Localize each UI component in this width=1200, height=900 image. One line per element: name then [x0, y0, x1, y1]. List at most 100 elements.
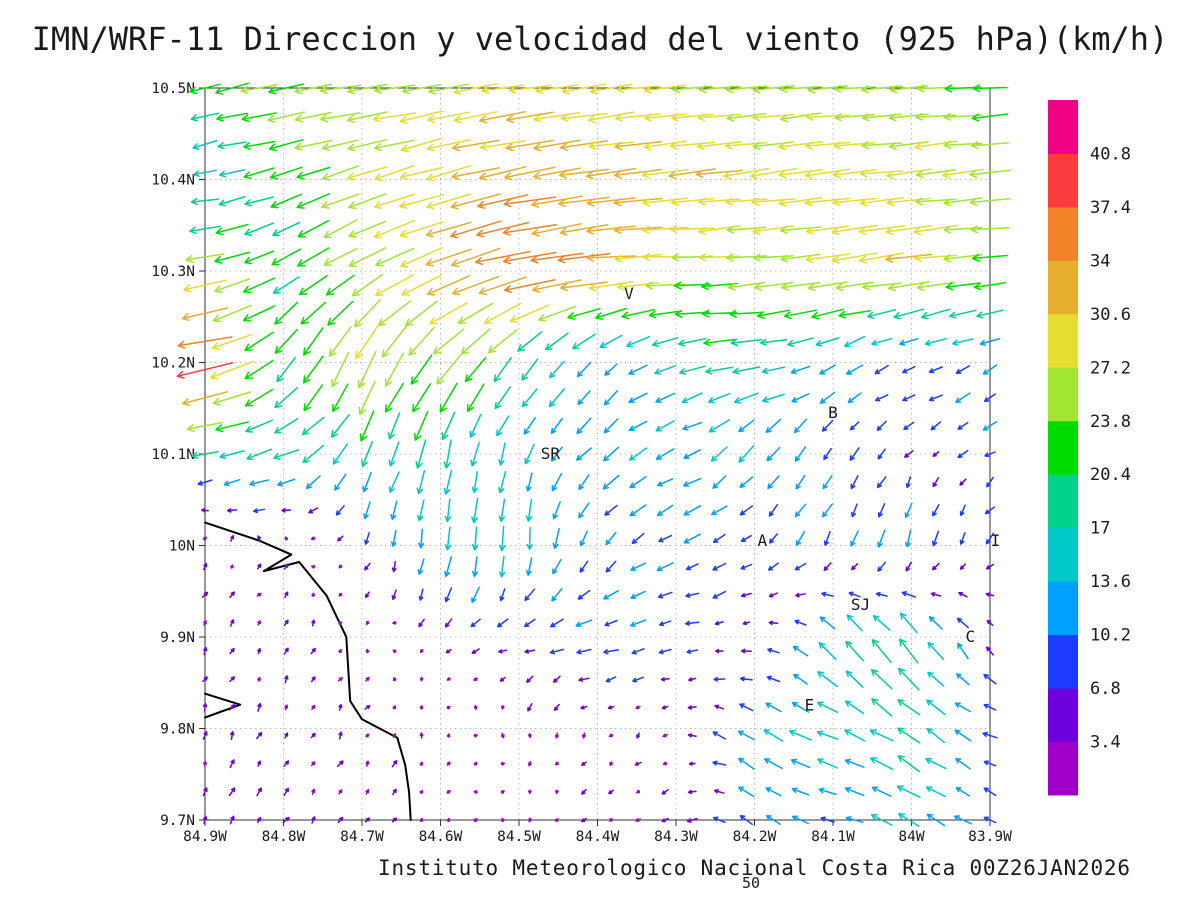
wind-arrow	[308, 507, 319, 514]
wind-arrow	[779, 84, 822, 93]
wind-arrow	[267, 111, 306, 123]
wind-arrow	[460, 328, 491, 355]
wind-arrow	[778, 140, 823, 151]
wind-arrow	[219, 169, 246, 178]
wind-arrow	[526, 675, 534, 683]
y-axis-tick-label: 10.3N	[151, 264, 195, 280]
wind-arrow	[203, 815, 208, 825]
wind-arrow	[728, 309, 764, 318]
wind-arrow	[410, 354, 433, 385]
wind-arrow	[658, 620, 672, 627]
wind-arrow	[850, 475, 859, 490]
wind-arrow	[330, 413, 350, 438]
wind-arrow	[303, 384, 324, 412]
wind-arrow	[956, 617, 969, 629]
wind-arrow	[499, 588, 506, 602]
wind-arrow	[943, 225, 983, 234]
wind-arrow	[249, 479, 270, 487]
wind-arrow	[381, 325, 408, 358]
wind-arrow	[972, 84, 1008, 93]
wind-arrow	[503, 279, 556, 294]
wind-arrow	[752, 113, 795, 122]
caption: Instituto Meteorologico Nacional Costa R…	[378, 856, 1131, 880]
wind-arrow	[832, 169, 877, 179]
wind-arrow	[932, 504, 940, 517]
wind-arrow	[904, 450, 914, 458]
colorbar-segment	[1048, 313, 1078, 368]
wind-arrow	[469, 413, 482, 438]
wind-arrow	[554, 732, 559, 739]
wind-arrow	[560, 281, 608, 292]
wind-arrow	[955, 786, 971, 797]
wind-arrow	[669, 141, 715, 150]
wind-arrow	[925, 786, 946, 798]
wind-arrow	[822, 475, 833, 490]
wind-arrow	[525, 472, 533, 492]
wind-arrow	[327, 300, 354, 326]
wind-arrow	[242, 305, 276, 322]
wind-arrow	[817, 671, 839, 688]
wind-arrow	[257, 647, 262, 655]
wind-arrow	[953, 815, 972, 825]
wind-arrow	[190, 112, 220, 122]
wind-arrow	[844, 758, 865, 768]
wind-arrow	[657, 591, 673, 599]
wind-arrow	[790, 758, 811, 769]
wind-arrow	[850, 530, 859, 547]
wind-arrow	[392, 788, 397, 796]
wind-arrow	[887, 280, 930, 292]
wind-arrow	[365, 591, 370, 599]
x-axis-tick-label: 84.9W	[183, 829, 227, 845]
wind-arrow	[643, 113, 687, 122]
station-label: C	[966, 627, 976, 646]
wind-arrow	[614, 141, 662, 151]
wind-arrow	[294, 83, 333, 95]
wind-arrow	[305, 475, 321, 490]
wind-arrow	[621, 308, 655, 320]
wind-arrow	[319, 84, 362, 94]
wind-arrow	[986, 619, 994, 626]
wind-arrow	[603, 648, 620, 655]
wind-arrow	[415, 439, 427, 469]
wind-arrow	[561, 83, 607, 95]
wind-arrow	[898, 812, 920, 828]
wind-arrow	[957, 642, 969, 660]
wind-arrow	[256, 592, 262, 597]
wind-arrow	[983, 760, 997, 767]
wind-arrow	[952, 338, 974, 346]
wind-arrow	[476, 221, 530, 238]
wind-arrow	[501, 817, 505, 823]
wind-arrow	[658, 534, 673, 543]
wind-arrow	[419, 676, 424, 682]
wind-arrow	[453, 111, 498, 124]
wind-arrow	[202, 563, 208, 571]
wind-arrow	[353, 299, 381, 328]
wind-arrow	[296, 193, 331, 209]
wind-arrow	[392, 649, 397, 654]
wind-arrow	[790, 365, 811, 375]
wind-arrow	[337, 535, 344, 542]
wind-arrow	[189, 83, 221, 95]
wind-arrow	[487, 329, 518, 354]
wind-arrow	[893, 308, 925, 320]
wind-arrow	[698, 197, 741, 206]
wind-arrow	[357, 350, 377, 389]
coastline-layer	[204, 521, 412, 821]
wind-arrow	[608, 789, 614, 795]
wind-arrow	[189, 225, 221, 235]
wind-arrow	[425, 221, 472, 238]
wind-arrow	[876, 420, 887, 431]
wind-arrow	[214, 251, 250, 264]
wind-arrow	[426, 165, 472, 182]
wind-arrow	[230, 731, 235, 741]
wind-arrow	[985, 563, 995, 570]
colorbar-tick-label: 40.8	[1090, 144, 1131, 164]
wind-arrow	[500, 790, 505, 794]
wind-arrow	[859, 252, 905, 264]
wind-arrow	[473, 704, 478, 710]
wind-arrow	[473, 761, 478, 766]
wind-arrow	[819, 616, 836, 630]
wind-arrow	[181, 307, 229, 322]
colorbar-segment	[1048, 688, 1078, 743]
axes-layer: 84.9W 84.8W 84.7W 84.6W 84.5W 84.4W 84.3W 84.2W…	[151, 81, 1012, 845]
